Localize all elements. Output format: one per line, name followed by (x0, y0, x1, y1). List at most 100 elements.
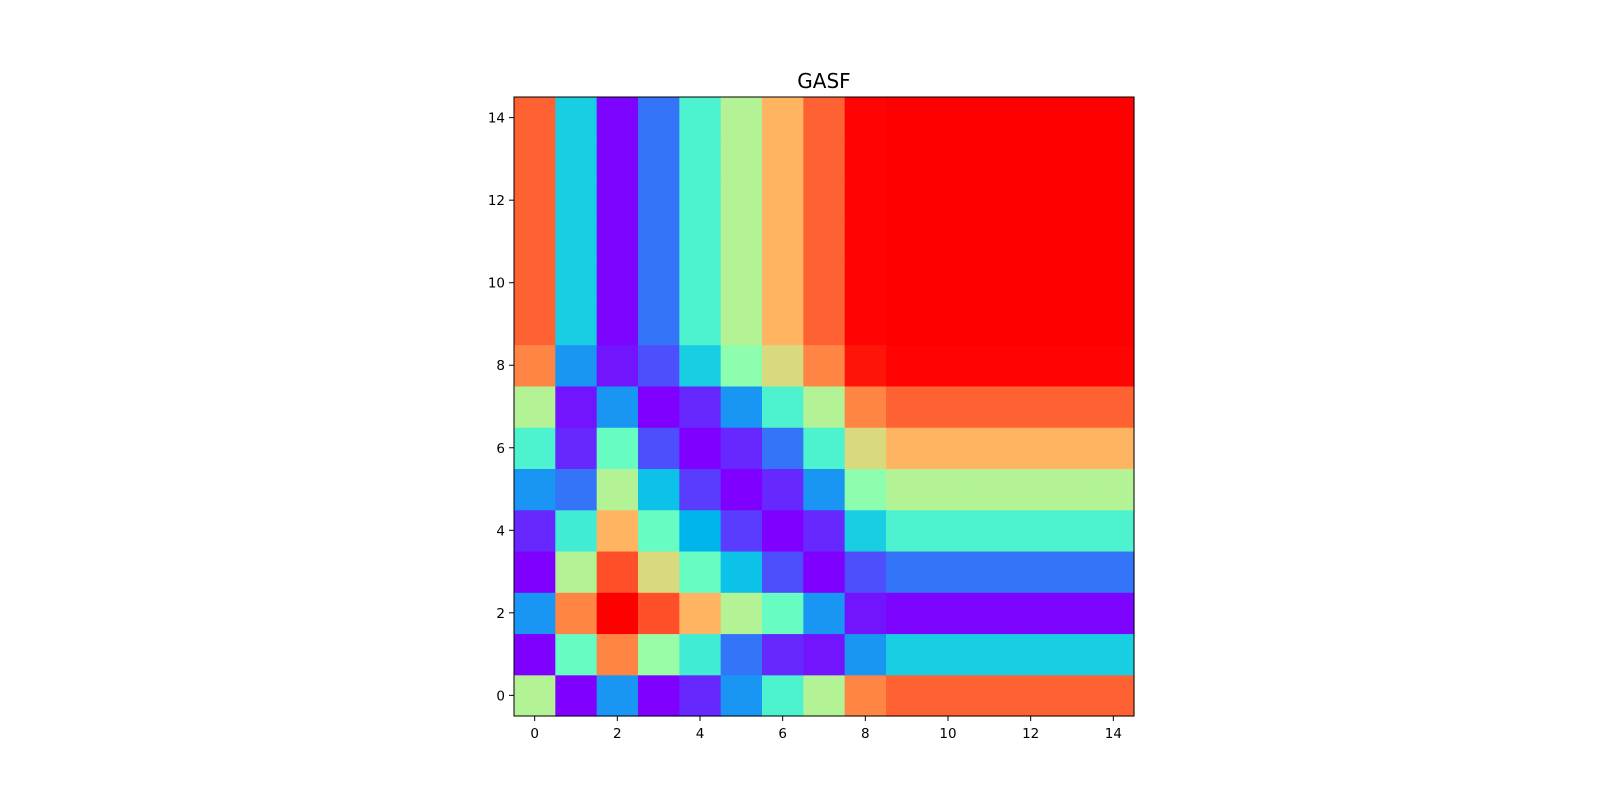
heatmap-cell-r0-c8 (844, 674, 887, 717)
heatmap-cell-r13-c5 (720, 138, 763, 181)
heatmap-cell-r14-c0 (514, 97, 556, 139)
heatmap-cell-r5-c5 (720, 468, 763, 511)
heatmap-cell-r10-c13 (1051, 262, 1094, 304)
heatmap-cell-r7-c4 (679, 385, 722, 428)
heatmap-cell-r12-c6 (762, 179, 804, 222)
x-tick-label: 12 (1022, 726, 1039, 742)
heatmap-cell-r1-c4 (679, 633, 722, 676)
heatmap-cell-r7-c0 (514, 385, 556, 428)
y-tick-label: 12 (488, 193, 505, 209)
heatmap-cell-r3-c12 (1010, 550, 1052, 593)
heatmap-cell-r3-c6 (762, 550, 804, 593)
heatmap-cell-r14-c13 (1051, 97, 1094, 139)
heatmap-cell-r0-c14 (1092, 674, 1135, 717)
heatmap-cell-r5-c8 (844, 468, 887, 511)
heatmap-cell-r12-c0 (514, 179, 556, 222)
heatmap-cell-r2-c5 (720, 592, 763, 635)
heatmap-cell-r7-c3 (638, 385, 680, 428)
heatmap-cell-r7-c1 (555, 385, 598, 428)
heatmap-cell-r14-c4 (679, 97, 722, 139)
x-tick-label: 8 (861, 726, 870, 742)
heatmap-cell-r11-c13 (1051, 220, 1094, 263)
heatmap-cell-r3-c1 (555, 550, 598, 593)
heatmap-cell-r4-c0 (514, 509, 556, 552)
heatmap-cell-r2-c3 (638, 592, 680, 635)
heatmap-cell-r3-c5 (720, 550, 763, 593)
heatmap-cell-r6-c1 (555, 427, 598, 469)
heatmap-cell-r11-c5 (720, 220, 763, 263)
heatmap-cell-r9-c10 (927, 303, 970, 346)
heatmap-cell-r7-c11 (968, 385, 1011, 428)
heatmap-cell-r6-c8 (844, 427, 887, 469)
heatmap-cell-r11-c4 (679, 220, 722, 263)
heatmap-cell-r2-c0 (514, 592, 556, 635)
heatmap-cell-r5-c12 (1010, 468, 1052, 511)
heatmap-cell-r1-c13 (1051, 633, 1094, 676)
heatmap-cell-r7-c12 (1010, 385, 1052, 428)
heatmap-cell-r12-c11 (968, 179, 1011, 222)
heatmap-cell-r8-c5 (720, 344, 763, 387)
heatmap-cell-r0-c3 (638, 674, 680, 717)
heatmap-cell-r3-c14 (1092, 550, 1135, 593)
heatmap-cell-r5-c0 (514, 468, 556, 511)
heatmap-cell-r0-c1 (555, 674, 598, 717)
heatmap-cell-r4-c2 (596, 509, 639, 552)
x-tick-label: 14 (1105, 726, 1122, 742)
heatmap-cell-r4-c13 (1051, 509, 1094, 552)
heatmap-cell-r12-c10 (927, 179, 970, 222)
heatmap-cell-r3-c3 (638, 550, 680, 593)
heatmap-cell-r12-c8 (844, 179, 887, 222)
heatmap-cell-r5-c6 (762, 468, 804, 511)
heatmap-cell-r11-c10 (927, 220, 970, 263)
heatmap-cell-r1-c3 (638, 633, 680, 676)
x-tick-label: 0 (530, 726, 539, 742)
heatmap-cell-r11-c6 (762, 220, 804, 263)
x-tick-label: 6 (778, 726, 787, 742)
heatmap-cell-r6-c9 (886, 427, 928, 469)
heatmap-cell-r8-c9 (886, 344, 928, 387)
heatmap-cell-r11-c9 (886, 220, 928, 263)
y-tick-label: 4 (496, 523, 505, 539)
heatmap-cell-r14-c12 (1010, 97, 1052, 139)
heatmap-cell-r11-c7 (803, 220, 846, 263)
heatmap-cell-r9-c7 (803, 303, 846, 346)
heatmap-cell-r4-c10 (927, 509, 970, 552)
heatmap-cell-r2-c13 (1051, 592, 1094, 635)
heatmap-cell-r0-c4 (679, 674, 722, 717)
heatmap-cell-r10-c6 (762, 262, 804, 304)
heatmap-cell-r3-c0 (514, 550, 556, 593)
heatmap-cell-r13-c7 (803, 138, 846, 181)
heatmap-cell-r6-c2 (596, 427, 639, 469)
heatmap-cell-r5-c14 (1092, 468, 1135, 511)
heatmap-cell-r12-c7 (803, 179, 846, 222)
heatmap-cell-r12-c3 (638, 179, 680, 222)
heatmap-cell-r2-c9 (886, 592, 928, 635)
heatmap-cell-r0-c9 (886, 674, 928, 717)
heatmap-cell-r3-c2 (596, 550, 639, 593)
y-tick-label: 6 (496, 441, 505, 457)
heatmap-cell-r9-c12 (1010, 303, 1052, 346)
y-axis: 0 2 4 6 8 10 12 14 (488, 111, 514, 704)
heatmap-cell-r11-c0 (514, 220, 556, 263)
heatmap-cell-r13-c10 (927, 138, 970, 181)
heatmap-cell-r10-c9 (886, 262, 928, 304)
heatmap-cell-r10-c8 (844, 262, 887, 304)
heatmap-cell-r9-c14 (1092, 303, 1135, 346)
heatmap-cell-r11-c11 (968, 220, 1011, 263)
heatmap-cell-r10-c12 (1010, 262, 1052, 304)
y-tick-label: 10 (488, 276, 505, 292)
heatmap-cell-r7-c9 (886, 385, 928, 428)
heatmap-cell-r13-c1 (555, 138, 598, 181)
heatmap-cell-r6-c4 (679, 427, 722, 469)
x-tick-label: 4 (696, 726, 705, 742)
heatmap-cell-r6-c3 (638, 427, 680, 469)
heatmap-cell-r7-c8 (844, 385, 887, 428)
heatmap-cell-r1-c6 (762, 633, 804, 676)
heatmap-cell-r2-c11 (968, 592, 1011, 635)
heatmap-cell-r9-c5 (720, 303, 763, 346)
y-tick-label: 14 (488, 111, 505, 127)
heatmap-cell-r2-c8 (844, 592, 887, 635)
heatmap-cell-r6-c6 (762, 427, 804, 469)
heatmap-cell-r8-c0 (514, 344, 556, 387)
heatmap-cell-r14-c2 (596, 97, 639, 139)
